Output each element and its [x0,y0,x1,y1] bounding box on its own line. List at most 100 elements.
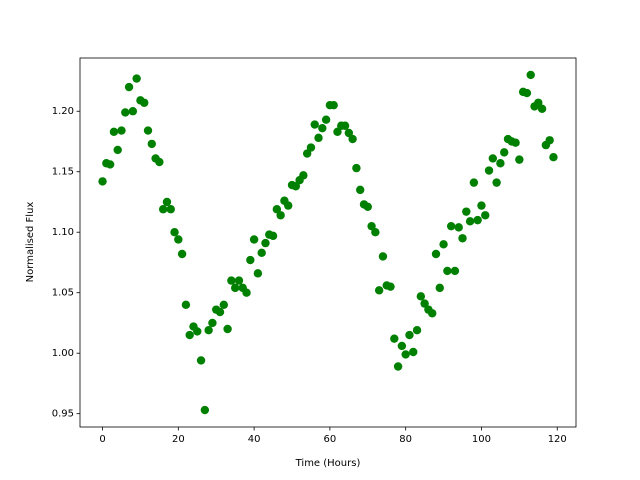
data-point [420,299,429,308]
data-point [170,228,179,237]
data-point [515,155,524,164]
data-point [261,238,270,248]
data-point [242,288,251,297]
data-point [431,249,441,259]
data-point [545,136,554,145]
data-point [162,197,172,207]
data-point [481,211,490,220]
y-tick-label: 1.15 [52,167,74,178]
data-point [397,341,407,351]
data-point [227,276,236,285]
data-point [435,283,444,293]
data-point [352,163,361,173]
data-point [113,145,122,155]
data-point [284,201,293,210]
data-point [257,248,266,257]
data-point [344,128,354,138]
data-point [499,148,509,157]
data-point [230,283,240,293]
data-point [409,347,418,357]
data-point [443,266,452,276]
data-point [128,107,138,116]
data-point [465,217,475,226]
data-point [534,98,543,107]
data-point [117,126,126,135]
y-tick-label: 1.20 [52,106,74,117]
data-point [469,178,479,187]
data-point [174,235,183,244]
data-point [340,121,350,130]
x-tick-label: 20 [172,434,185,445]
data-point [299,171,308,180]
data-point [405,330,414,340]
y-tick-label: 1.10 [52,227,74,238]
x-tick-label: 100 [472,434,491,445]
data-point [200,405,210,415]
x-axis-label: Time (Hours) [295,458,361,469]
x-tick-label: 120 [548,434,567,445]
data-point [177,249,187,259]
y-tick-label: 0.95 [52,409,74,420]
data-point [363,202,372,212]
data-point [458,234,467,243]
data-point [246,255,255,265]
y-tick-label: 1.00 [52,348,74,359]
data-point [276,211,285,220]
data-point [321,115,331,124]
data-point [268,231,278,241]
data-point [488,154,498,163]
data-point [158,205,168,214]
data-point [492,178,501,187]
data-point [155,157,164,167]
data-point [219,300,228,310]
data-point [393,362,403,371]
data-point [333,127,342,136]
data-point [196,356,206,365]
data-point [477,201,486,210]
data-point [215,307,225,317]
data-point [181,300,191,310]
data-point [428,309,437,318]
data-point [140,98,149,107]
data-point [450,266,460,276]
data-point [537,104,547,114]
data-point [484,166,494,175]
data-point [291,182,300,191]
data-point [446,221,456,231]
data-point [204,326,213,335]
data-point [416,292,426,301]
data-point [121,108,130,117]
data-point [98,177,107,186]
data-point [496,159,505,168]
data-point [105,160,115,169]
data-point [473,215,482,225]
data-point [272,205,282,214]
data-point [223,324,232,334]
x-tick-label: 0 [99,434,105,445]
data-point [401,350,410,359]
data-point [462,207,471,216]
x-tick-label: 80 [399,434,412,445]
x-tick-label: 40 [248,434,261,445]
data-point [378,252,388,261]
data-point [454,223,463,232]
data-point [166,205,175,214]
data-point [249,235,259,244]
y-axis-label: Normalised Flux [25,202,36,283]
x-tick-label: 60 [324,434,337,445]
data-point [549,153,558,162]
data-point [390,334,399,343]
data-point [318,123,327,133]
data-point [371,228,380,237]
data-point [348,134,357,144]
data-point [356,185,365,195]
data-point [143,126,153,135]
data-point [374,286,384,295]
data-point [306,143,316,152]
data-point [314,133,323,143]
data-point [109,127,119,136]
data-point [522,88,532,98]
y-tick-label: 1.05 [52,288,74,299]
